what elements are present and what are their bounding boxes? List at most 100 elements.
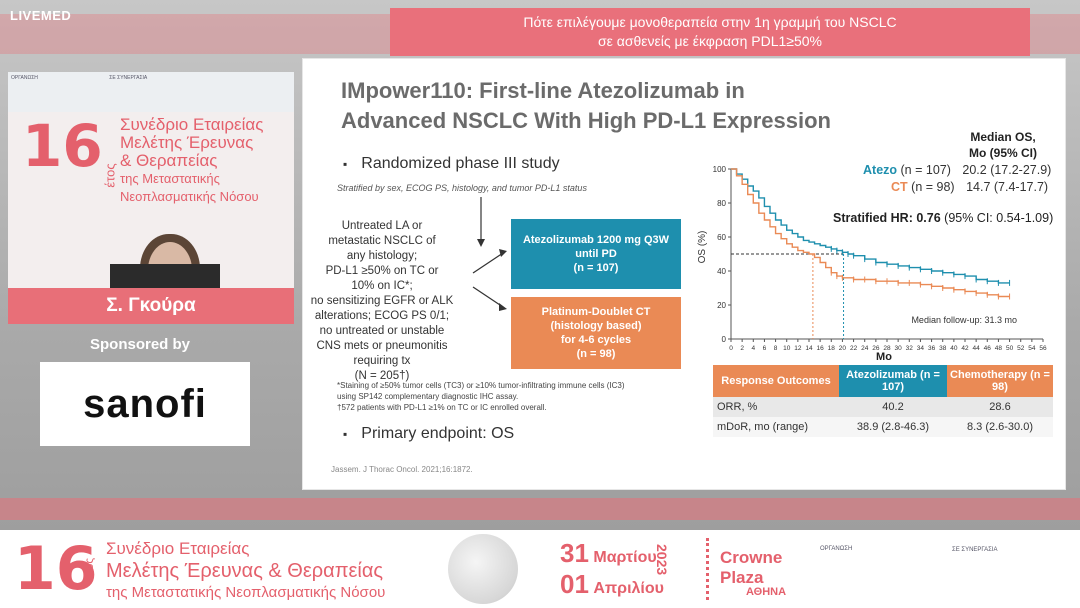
footer-org-label: ΟΡΓΑΝΩΣΗ	[820, 546, 853, 552]
bg-stripe-bottom	[0, 498, 1080, 520]
x-tick-label: 52	[1017, 345, 1025, 352]
table-cell: 38.9 (2.8-46.3)	[839, 417, 947, 437]
response-outcomes-table: Response Outcomes Atezolizumab (n = 107)…	[713, 365, 1053, 437]
arrow-down-head	[477, 239, 485, 247]
x-tick-label: 12	[794, 345, 802, 352]
elig-line: CNS mets or pneumonitis	[316, 340, 448, 352]
elig-line: no untreated or unstable	[319, 325, 445, 337]
conference-dates: 31 Μαρτίου 01 Απριλίου	[560, 538, 664, 600]
median-hdr-line-1: Median OS,	[970, 130, 1036, 144]
y-tick-label: 80	[717, 199, 726, 208]
venue: Crowne Plaza	[720, 548, 782, 588]
table-header: Response Outcomes	[713, 365, 839, 397]
x-tick-label: 24	[861, 345, 869, 352]
conf-title-line-5: Νεοπλασματικής Νόσου	[120, 189, 259, 204]
slide-title-line-1: IMpower110: First-line Atezolizumab in	[341, 78, 745, 103]
conf-title-line-1: Συνέδριο Εταιρείας	[120, 115, 264, 134]
presentation-slide: IMpower110: First-line Atezolizumab in A…	[302, 58, 1066, 490]
footer-line-2: Μελέτης Έρευνας & Θεραπείας	[106, 560, 384, 582]
x-tick-label: 20	[839, 345, 847, 352]
banner-line-1: Πότε επιλέγουμε μονοθεραπεία στην 1η γρα…	[523, 14, 897, 30]
km-curve-ct	[731, 168, 1010, 298]
x-tick-label: 2	[740, 345, 744, 352]
x-tick-label: 56	[1039, 345, 1047, 352]
x-tick-label: 50	[1006, 345, 1014, 352]
x-tick-label: 38	[939, 345, 947, 352]
arm-atezolizumab-box: Atezolizumab 1200 mg Q3W until PD (n = 1…	[511, 219, 681, 289]
legend-atezo-value: 20.2 (17.2-27.9)	[962, 163, 1052, 177]
x-tick-label: 10	[783, 345, 791, 352]
legend-ct: CT (n = 98) 14.7 (7.4-17.7)	[891, 180, 1048, 194]
elig-line: PD-L1 ≥50% on TC or	[325, 265, 439, 277]
speaker-video-panel: ΟΡΓΑΝΩΣΗ ΣΕ ΣΥΝΕΡΓΑΣΙΑ 16 έτος Συνέδριο …	[8, 72, 294, 290]
x-tick-label: 0	[729, 345, 733, 352]
footer-syn-label: ΣΕ ΣΥΝΕΡΓΑΣΙΑ	[952, 547, 998, 553]
table-row: mDoR, mo (range) 38.9 (2.8-46.3) 8.3 (2.…	[713, 417, 1053, 437]
km-followup-note: Median follow-up: 31.3 mo	[911, 315, 1017, 325]
elig-line: no sensitizing EGFR or ALK	[310, 295, 454, 307]
panel-header: ΟΡΓΑΝΩΣΗ ΣΕ ΣΥΝΕΡΓΑΣΙΑ	[8, 72, 294, 112]
date2-month: Απριλίου	[593, 580, 664, 597]
x-tick-label: 14	[805, 345, 813, 352]
legend-atezo: Atezo (n = 107) 20.2 (17.2-27.9)	[863, 163, 1051, 177]
speaker-name: Σ. Γκούρα	[8, 288, 294, 324]
footer-divider	[706, 538, 709, 600]
hr-label: Stratified HR: 0.76	[833, 211, 941, 225]
globe-graphic	[448, 534, 518, 604]
arm-ct-line-2: (histology based)	[550, 320, 642, 332]
slide-title-line-2: Advanced NSCLC With High PD-L1 Expressio…	[341, 108, 831, 133]
x-tick-label: 44	[973, 345, 981, 352]
legend-ct-value: 14.7 (7.4-17.7)	[966, 180, 1049, 194]
conf-title-line-4: της Μεταστατικής	[120, 171, 220, 186]
sponsored-label: Sponsored by	[90, 336, 191, 353]
x-tick-label: 32	[906, 345, 914, 352]
elig-line: Untreated LA or	[341, 220, 423, 232]
arrow-up-head	[499, 249, 507, 257]
footnote-1: *Staining of ≥50% tumor cells (TC3) or ≥…	[337, 381, 625, 390]
sponsor-logo-text: sanofi	[83, 381, 207, 426]
median-os-header: Median OS, Mo (95% CI)	[943, 129, 1063, 161]
arm-atezo-line-1: Atezolizumab 1200 mg Q3W	[522, 234, 670, 246]
y-tick-label: 20	[717, 301, 726, 310]
x-tick-label: 4	[751, 345, 755, 352]
table-header: Atezolizumab (n = 107)	[839, 365, 947, 397]
arrow-up-line	[472, 252, 504, 274]
km-curve-atezo	[731, 168, 1010, 284]
x-tick-label: 28	[883, 345, 891, 352]
median-hdr-line-2: Mo (95% CI)	[968, 146, 1037, 160]
x-tick-label: 36	[928, 345, 936, 352]
conference-number: 16	[22, 112, 103, 180]
elig-line: metastatic NSCLC of	[328, 235, 436, 247]
table-cell: 8.3 (2.6-30.0)	[947, 417, 1053, 437]
venue-line-1: Crowne	[720, 548, 783, 567]
talk-title-banner: Πότε επιλέγουμε μονοθεραπεία στην 1η γρα…	[390, 8, 1030, 56]
hr-ci: (95% CI: 0.54-1.09)	[944, 211, 1054, 225]
x-tick-label: 8	[774, 345, 778, 352]
elig-line: requiring tx	[353, 355, 411, 367]
table-cell: 40.2	[839, 397, 947, 417]
venue-city: ΑΘΗΝΑ	[746, 586, 787, 598]
footer-number: 16	[14, 534, 98, 604]
x-tick-label: 40	[950, 345, 958, 352]
elig-line: any histology;	[346, 250, 418, 262]
x-tick-label: 54	[1028, 345, 1036, 352]
stratification-text: Stratified by sex, ECOG PS, histology, a…	[337, 183, 587, 193]
arm-ct-line-4: (n = 98)	[576, 348, 616, 360]
citation: Jassem. J Thorac Oncol. 2021;16:1872.	[331, 465, 473, 474]
legend-ct-n: (n = 98)	[911, 180, 955, 194]
footnote-3: †572 patients with PD-L1 ≥1% on TC or IC…	[337, 403, 547, 412]
conference-year: 2023	[654, 544, 670, 576]
km-series	[731, 168, 1011, 339]
footer-line-3: της Μεταστατικής Νεοπλασματικής Νόσου	[106, 584, 386, 601]
x-tick-label: 22	[850, 345, 858, 352]
y-tick-label: 100	[713, 165, 727, 174]
arrow-down-right-line	[472, 286, 504, 308]
arm-atezo-line-2: until PD	[575, 248, 617, 260]
x-tick-label: 48	[995, 345, 1003, 352]
table-header: Chemotherapy (n = 98)	[947, 365, 1053, 397]
y-tick-label: 60	[717, 233, 726, 242]
arm-chemotherapy-box: Platinum-Doublet CT (histology based) fo…	[511, 297, 681, 369]
legend-atezo-n: (n = 107)	[900, 163, 951, 177]
panel-org-label: ΟΡΓΑΝΩΣΗ	[11, 75, 38, 81]
